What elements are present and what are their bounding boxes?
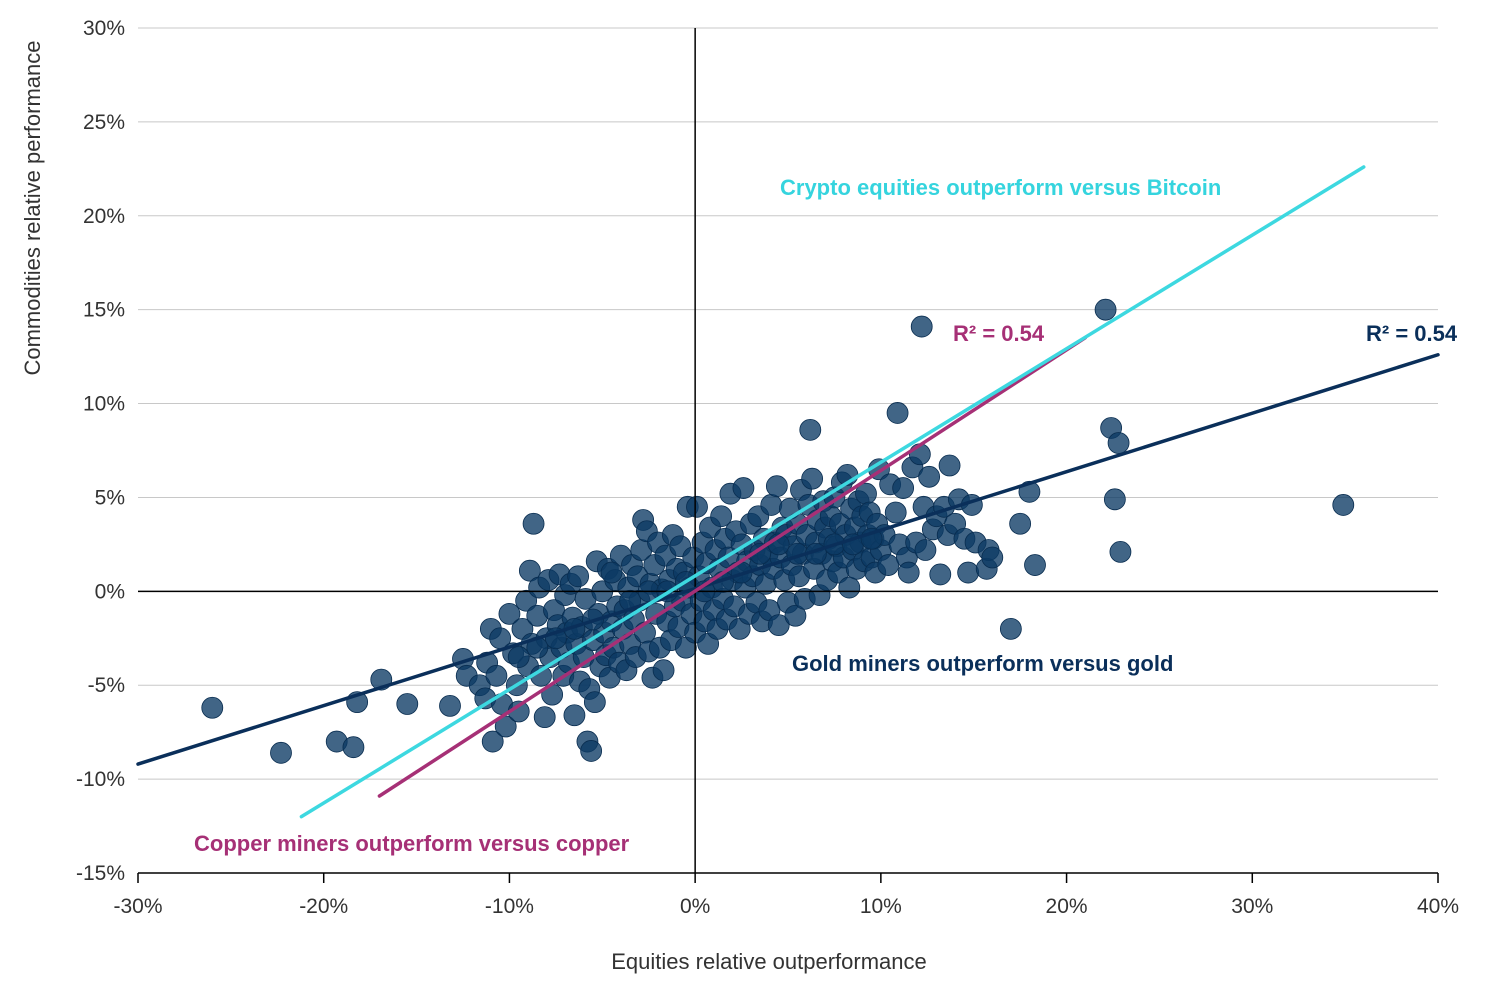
gold-regression-line [136, 352, 1440, 766]
scatter-point [838, 576, 861, 599]
scatter-point [760, 494, 783, 516]
y-tick-label: -15% [76, 862, 125, 885]
y-axis-title: Commodities relative performance [20, 40, 45, 375]
scatter-point [567, 565, 590, 588]
scatter-point [938, 454, 961, 477]
y-tick-label: 25% [83, 111, 125, 134]
scatter-point [396, 693, 419, 715]
copper-regression-line [377, 336, 1087, 798]
scatter-point [767, 614, 790, 637]
scatter-point [910, 315, 933, 338]
scatter-point [1109, 541, 1132, 563]
gold-r2-annotation: R² = 0.54 [1366, 321, 1458, 346]
scatter-point [1107, 432, 1130, 454]
scatter-point [765, 475, 788, 498]
scatter-point [563, 704, 586, 727]
scatter-point [518, 559, 541, 582]
scatter-point [507, 646, 530, 668]
scatter-point [270, 741, 292, 764]
scatter-point [600, 561, 623, 584]
y-tick-label: 5% [95, 486, 125, 509]
scatter-point [686, 495, 708, 518]
crypto-regression-line [299, 165, 1366, 819]
x-tick-label: 0% [680, 895, 710, 918]
x-tick-label: -10% [485, 895, 534, 918]
scatter-point [1094, 298, 1117, 321]
scatter-point [1332, 494, 1355, 516]
x-tick-labels: -30% -20% -10% 0% 10% 20% 30% 40% [113, 873, 1459, 918]
scatter-point [1009, 512, 1032, 535]
copper-r2-annotation: R² = 0.54 [953, 321, 1045, 346]
scatter-point [522, 512, 545, 535]
scatter-point [799, 418, 822, 441]
scatter-point [929, 563, 952, 586]
x-tick-label: 30% [1231, 895, 1273, 918]
scatter-point [918, 465, 941, 488]
y-tick-label: 0% [95, 580, 125, 603]
scatter-point [884, 501, 907, 524]
scatter-point [999, 617, 1022, 640]
x-tick-label: 10% [860, 895, 902, 918]
scatter-point [784, 604, 807, 627]
scatter-points [201, 298, 1355, 764]
scatter-point [439, 694, 461, 717]
scatter-point [892, 477, 915, 499]
gridlines [138, 27, 1438, 874]
scatter-point [201, 696, 224, 719]
scatter-point [498, 602, 521, 625]
scatter-point [1024, 554, 1046, 576]
scatter-point [877, 554, 900, 576]
scatter-point [897, 561, 920, 584]
copper-annotation: Copper miners outperform versus copper [194, 831, 630, 856]
y-tick-label: 15% [83, 299, 125, 322]
y-tick-labels: -15% -10% -5% 0% 5% 10% 15% 20% 25% 30% [76, 17, 125, 885]
x-tick-label: 40% [1417, 895, 1459, 918]
scatter-point [914, 539, 937, 561]
scatter-point [1103, 488, 1126, 511]
scatter-point [886, 402, 909, 424]
gold-annotation: Gold miners outperform versus gold [792, 651, 1173, 676]
regression-lines [136, 165, 1440, 819]
scatter-point [652, 659, 675, 682]
x-tick-label: -20% [299, 895, 348, 918]
scatter-point [342, 736, 365, 759]
x-tick-label: -30% [113, 895, 162, 918]
x-axis-title: Equities relative outperformance [611, 949, 927, 974]
scatter-point [481, 730, 504, 753]
x-tick-label: 20% [1046, 895, 1088, 918]
zero-axes [138, 28, 1438, 874]
y-tick-label: 20% [83, 205, 125, 228]
scatter-point [533, 706, 556, 729]
scatter-point [957, 561, 980, 584]
scatter-point [981, 546, 1004, 569]
y-tick-label: 30% [83, 17, 125, 40]
scatter-point [710, 505, 733, 528]
scatter-point [580, 740, 603, 762]
scatter-point [485, 664, 508, 687]
crypto-annotation: Crypto equities outperform versus Bitcoi… [780, 175, 1221, 200]
scatter-point [515, 589, 538, 612]
y-tick-label: -10% [76, 768, 125, 791]
scatter-point [583, 691, 606, 714]
y-tick-label: 10% [83, 393, 125, 416]
y-tick-label: -5% [88, 674, 125, 697]
scatter-point [732, 477, 755, 499]
scatter-point [801, 467, 824, 490]
